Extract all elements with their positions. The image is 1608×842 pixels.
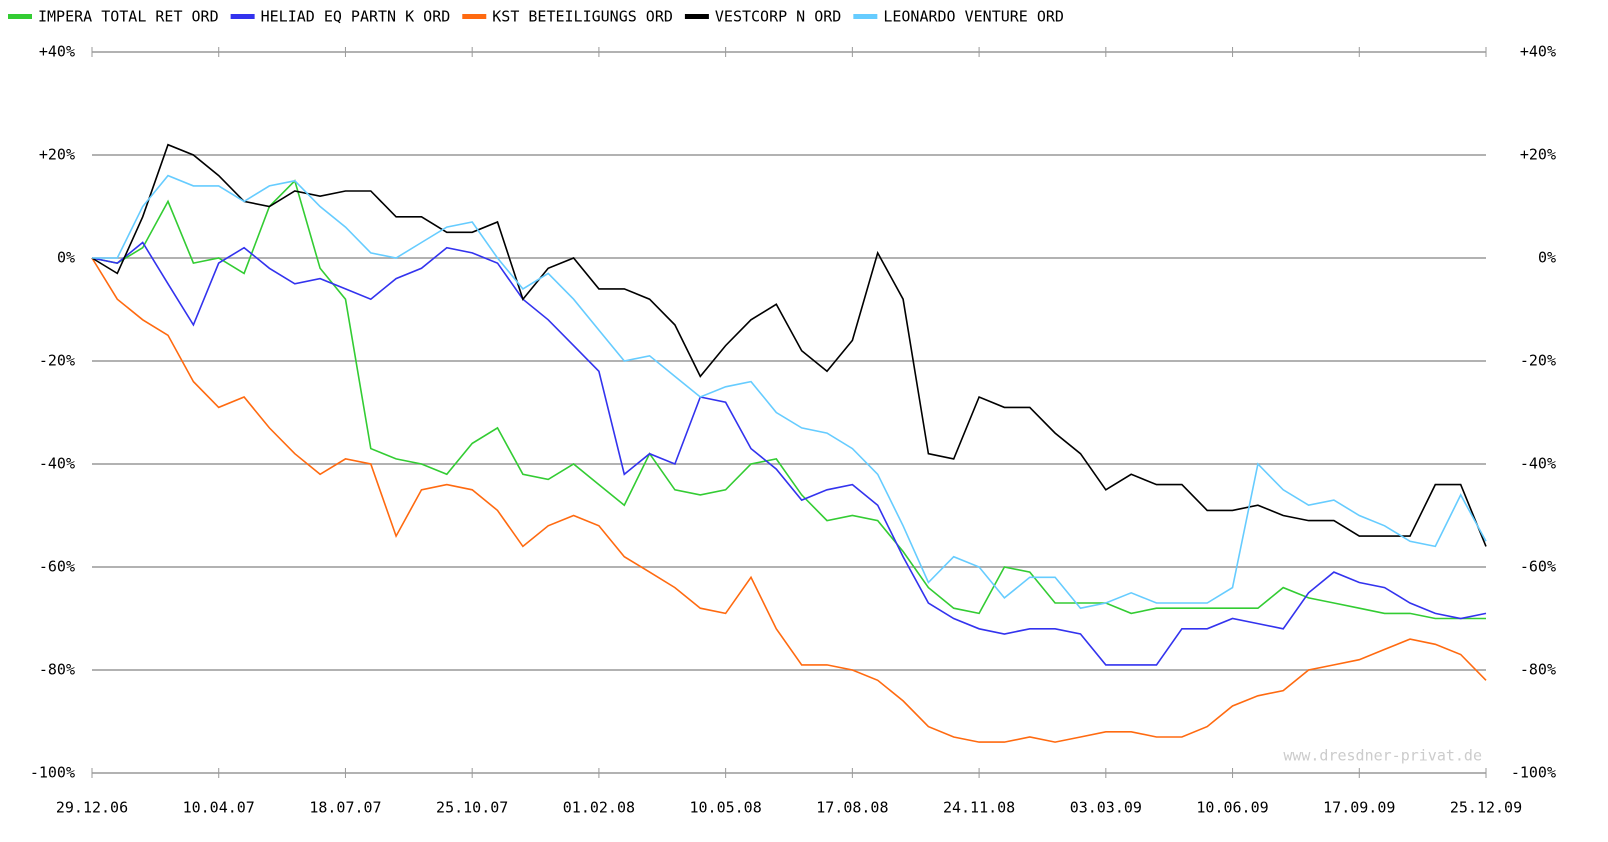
y-tick-label: -100% <box>30 764 75 782</box>
y2-tick-label: -40% <box>1520 455 1556 473</box>
legend-swatch <box>230 14 255 19</box>
x-tick-label: 29.12.06 <box>56 799 128 817</box>
legend-label: VESTCORP N ORD <box>715 8 841 26</box>
legend-label: HELIAD EQ PARTN K ORD <box>261 8 451 26</box>
x-tick-label: 25.10.07 <box>436 799 508 817</box>
legend-swatch <box>8 14 32 19</box>
y2-tick-label: 0% <box>1538 249 1556 267</box>
y-tick-label: +40% <box>39 43 75 61</box>
legend-swatch <box>853 14 878 19</box>
watermark: www.dresdner-privat.de <box>1283 747 1482 765</box>
y-tick-label: -40% <box>39 455 75 473</box>
legend-swatch <box>462 14 487 19</box>
x-tick-label: 18.07.07 <box>309 799 381 817</box>
x-tick-label: 10.06.09 <box>1196 799 1268 817</box>
x-tick-label: 01.02.08 <box>563 799 635 817</box>
series-line <box>91 143 1487 547</box>
y2-tick-label: -20% <box>1520 352 1556 370</box>
legend-label: LEONARDO VENTURE ORD <box>883 8 1064 26</box>
y2-tick-label: -60% <box>1520 558 1556 576</box>
series-line <box>91 179 1486 620</box>
y2-tick-label: +20% <box>1520 146 1556 164</box>
legend-label: IMPERA TOTAL RET ORD <box>38 8 219 26</box>
x-tick-label: 10.05.08 <box>690 799 762 817</box>
y2-tick-label: -100% <box>1511 764 1556 782</box>
x-tick-label: 17.09.09 <box>1323 799 1395 817</box>
y-tick-label: -60% <box>39 558 75 576</box>
y-tick-label: -80% <box>39 661 75 679</box>
y-tick-label: 0% <box>57 249 75 267</box>
y-tick-label: -20% <box>39 352 75 370</box>
y-tick-label: +20% <box>39 146 75 164</box>
y2-tick-label: -80% <box>1520 661 1556 679</box>
legend-swatch <box>684 14 709 19</box>
series-line <box>91 241 1487 666</box>
x-tick-label: 17.08.08 <box>816 799 888 817</box>
series-line <box>91 257 1487 743</box>
series-line <box>92 174 1487 610</box>
x-tick-label: 25.12.09 <box>1450 799 1522 817</box>
y2-tick-label: +40% <box>1520 43 1556 61</box>
legend-label: KST BETEILIGUNGS ORD <box>492 8 673 26</box>
x-tick-label: 10.04.07 <box>183 799 255 817</box>
x-tick-label: 03.03.09 <box>1070 799 1142 817</box>
x-tick-label: 24.11.08 <box>943 799 1015 817</box>
